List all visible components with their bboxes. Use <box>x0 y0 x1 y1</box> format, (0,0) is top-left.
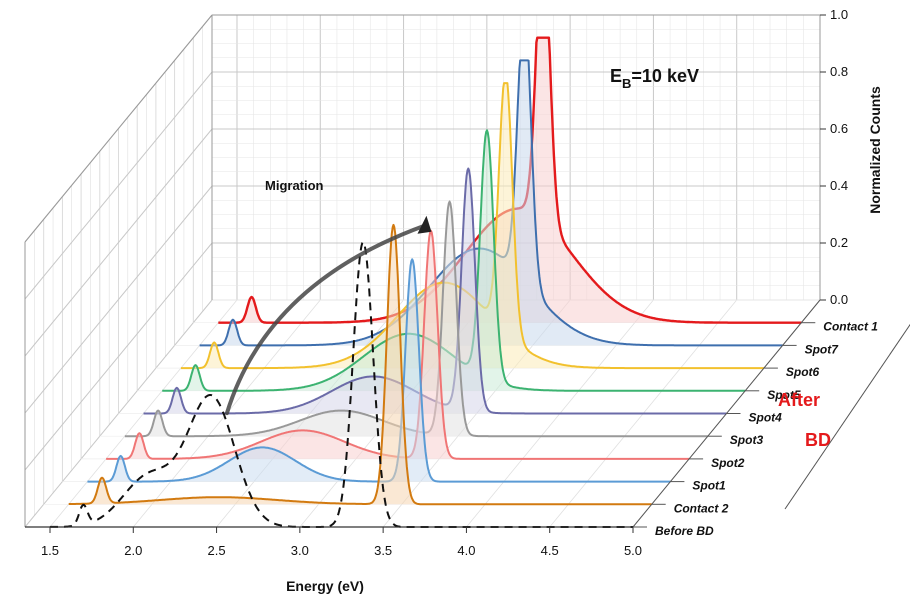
left-wall-grid <box>24 14 213 528</box>
z-tick-label: 0.4 <box>830 178 848 193</box>
series-label: Spot7 <box>805 342 840 356</box>
series-label: Contact 2 <box>674 501 729 515</box>
migration-label: Migration <box>265 178 324 193</box>
x-tick-label: 5.0 <box>624 543 642 558</box>
z-tick-label: 0.8 <box>830 64 848 79</box>
beam-energy-label: EB=10 keV <box>610 66 699 91</box>
after-bd-label-line1: After <box>778 390 820 410</box>
depth-axis-rail <box>784 323 910 510</box>
x-tick-label: 3.5 <box>374 543 392 558</box>
z-tick-label: 1.0 <box>830 7 848 22</box>
beam-energy-rest: =10 keV <box>631 66 699 86</box>
beam-energy-main: E <box>610 66 622 86</box>
x-tick-label: 1.5 <box>41 543 59 558</box>
x-tick-label: 2.5 <box>208 543 226 558</box>
z-axis-title: Normalized Counts <box>867 86 883 214</box>
x-axis-title: Energy (eV) <box>286 578 364 594</box>
left-wall-gridline <box>24 242 213 471</box>
z-tick-label: 0.6 <box>830 121 848 136</box>
left-wall-gridline <box>24 185 213 414</box>
beam-energy-sub: B <box>622 76 631 91</box>
left-wall-gridline <box>24 71 213 300</box>
x-tick-label: 3.0 <box>291 543 309 558</box>
migration-arrowhead <box>417 215 432 234</box>
migration-arrow <box>224 223 427 416</box>
left-wall-gridline <box>24 128 213 357</box>
series-label: Spot4 <box>749 411 783 425</box>
z-tick-label: 0.2 <box>830 235 848 250</box>
x-tick-label: 4.5 <box>541 543 559 558</box>
series-label: Spot1 <box>692 479 726 493</box>
frame-line <box>24 14 213 243</box>
series-line <box>68 223 652 506</box>
z-tick-label: 0.0 <box>830 292 848 307</box>
series-label: Spot6 <box>786 365 820 379</box>
x-tick-label: 2.0 <box>124 543 142 558</box>
series-label: Spot5 <box>767 388 801 402</box>
series-label: Before BD <box>655 524 714 538</box>
series-group <box>49 36 802 528</box>
series-label: Spot2 <box>711 456 745 470</box>
x-tick-label: 4.0 <box>457 543 475 558</box>
back-wall-grid <box>212 14 821 301</box>
series-label: Spot3 <box>730 433 764 447</box>
axes-group: 0.0 0.2 0.4 0.6 0.8 1.0 1.5 2.0 2.5 3.0 3.5 4.0 4.5 5… <box>24 7 910 558</box>
after-bd-label-line2: BD <box>805 430 831 450</box>
series-label: Contact 1 <box>823 320 878 334</box>
